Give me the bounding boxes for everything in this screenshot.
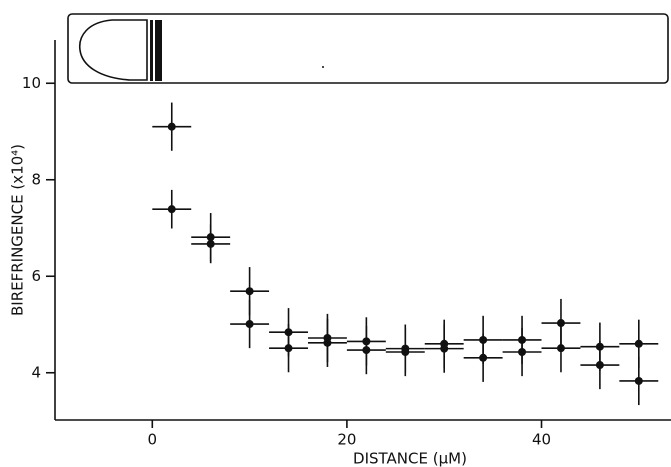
- point: [634, 376, 643, 385]
- point: [245, 287, 254, 296]
- point: [595, 361, 604, 370]
- point: [479, 353, 488, 362]
- y-tick-label: 8: [31, 170, 41, 188]
- point: [245, 320, 254, 329]
- point: [167, 205, 176, 214]
- x-tick-label: 20: [337, 431, 356, 449]
- y-axis-label: BIREFRINGENCE (x10⁴): [9, 144, 27, 316]
- point: [206, 239, 215, 248]
- point: [401, 348, 410, 357]
- point: [167, 122, 176, 131]
- point: [556, 319, 565, 328]
- y-tick-label: 6: [31, 267, 41, 285]
- x-tick-label: 0: [148, 431, 158, 449]
- point: [284, 344, 293, 353]
- point: [362, 346, 371, 355]
- y-tick-label: 4: [31, 363, 41, 381]
- point: [440, 344, 449, 353]
- x-axis-label: DISTANCE (μM): [353, 450, 467, 467]
- y-tick-label: 10: [22, 74, 41, 92]
- point: [556, 344, 565, 353]
- point: [518, 348, 527, 357]
- point: [634, 339, 643, 348]
- x-tick-label: 40: [532, 431, 551, 449]
- cell-schematic: [67, 13, 669, 84]
- point: [323, 338, 332, 347]
